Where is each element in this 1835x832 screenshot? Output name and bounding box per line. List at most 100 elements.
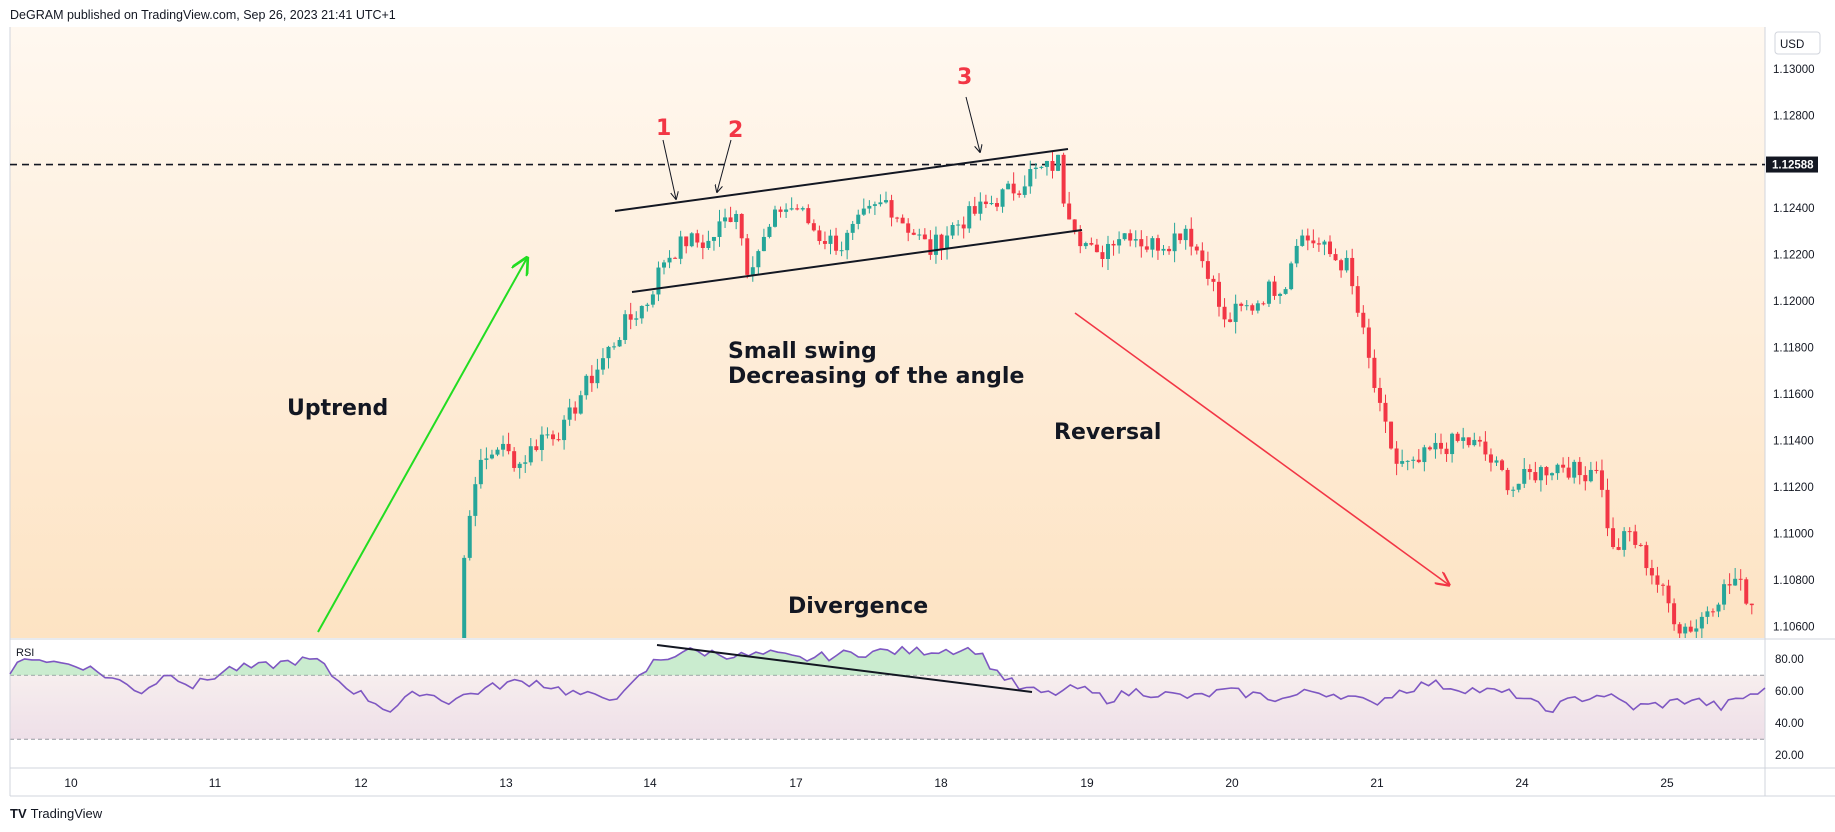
- candle-body: [1594, 469, 1599, 471]
- candle-body: [1300, 235, 1305, 246]
- candle-body: [1511, 489, 1516, 491]
- candle-body: [1266, 281, 1271, 304]
- candle-body: [1050, 160, 1055, 171]
- candle-body: [1644, 545, 1649, 569]
- channel-lower-trendline[interactable]: [631, 229, 1083, 293]
- currency-label: USD: [1780, 39, 1804, 51]
- candle-body: [1627, 531, 1632, 533]
- label-decreasing-angle: Decreasing of the angle: [728, 364, 1024, 389]
- candle-body: [1422, 447, 1427, 463]
- candle-body: [1694, 628, 1699, 632]
- candle-body: [1472, 439, 1477, 446]
- candle-body: [1611, 528, 1616, 548]
- candle-body: [1505, 469, 1510, 491]
- candle-body: [1638, 544, 1643, 546]
- label-uptrend: Uptrend: [287, 396, 388, 421]
- candle-body: [1533, 472, 1538, 481]
- pointer-arrow-1: [662, 139, 676, 199]
- candle-body: [1605, 489, 1610, 529]
- currency-box[interactable]: [1774, 31, 1821, 55]
- candle-body: [761, 236, 766, 252]
- rsi-divergence-trendline[interactable]: [656, 644, 1033, 693]
- pointer-arrow-3: [965, 96, 980, 152]
- candle-body: [489, 454, 494, 459]
- price-tick-label: 1.10800: [1773, 575, 1815, 587]
- candle-body: [1400, 461, 1405, 464]
- candle-body: [689, 233, 694, 247]
- candle-body: [473, 484, 478, 516]
- candle-body: [1111, 243, 1116, 246]
- candle-body: [723, 217, 728, 222]
- candle-body: [1222, 306, 1227, 320]
- candle-body: [1516, 483, 1521, 490]
- candle-body: [895, 217, 900, 219]
- rsi-tick-label: 80.00: [1775, 654, 1804, 666]
- price-tick-label: 1.11800: [1773, 343, 1814, 355]
- tradingview-logo-icon[interactable]: TV: [10, 806, 27, 821]
- time-axis-ticks: 10 11 12 13 14 17 18 19 20 21 24 25: [64, 776, 1674, 790]
- candle-body: [539, 434, 544, 451]
- candle-body: [1738, 578, 1743, 580]
- candle-body: [1661, 584, 1665, 586]
- candle-body: [1200, 250, 1205, 262]
- candle-body: [734, 213, 739, 223]
- time-tick-label: 10: [64, 776, 78, 790]
- candle-body: [656, 267, 661, 295]
- candle-body: [1677, 624, 1682, 634]
- candle-body: [1133, 239, 1138, 241]
- candle-body: [1228, 319, 1233, 322]
- price-tick-label: 1.11200: [1773, 482, 1814, 494]
- candle-body: [595, 369, 600, 384]
- candle-body: [1550, 473, 1554, 476]
- candle-body: [1705, 611, 1710, 617]
- time-tick-label: 17: [789, 776, 803, 790]
- candle-body: [1122, 233, 1127, 240]
- candle-body: [639, 305, 644, 319]
- candle-body: [1183, 228, 1188, 241]
- candle-body: [545, 434, 550, 436]
- candle-body: [961, 224, 966, 229]
- candle-body: [1244, 305, 1249, 307]
- candle-body: [811, 223, 816, 231]
- candle-body: [1389, 421, 1394, 449]
- candle-body: [1366, 327, 1371, 358]
- candle-body: [1017, 193, 1022, 195]
- footer-brand[interactable]: TradingView: [30, 806, 103, 821]
- candle-body: [1022, 186, 1027, 195]
- candle-body: [889, 200, 894, 218]
- candle-body: [662, 262, 666, 268]
- candle-body: [1083, 243, 1088, 247]
- candle-body: [1322, 241, 1327, 245]
- candle-body: [861, 208, 866, 215]
- channel-upper-trendline[interactable]: [614, 148, 1069, 212]
- label-reversal: Reversal: [1054, 420, 1161, 445]
- candle-body: [617, 339, 622, 347]
- candle-body: [1100, 252, 1105, 259]
- candle-body: [884, 200, 888, 203]
- candle-body: [1383, 402, 1388, 422]
- candle-body: [567, 407, 572, 420]
- candle-body: [556, 439, 561, 441]
- candle-body: [1150, 238, 1155, 250]
- candle-body: [1316, 243, 1321, 245]
- candle-body: [933, 234, 938, 255]
- rsi-overbought-fill: [10, 646, 1765, 676]
- candle-body: [983, 201, 988, 205]
- candle-body: [917, 234, 922, 236]
- candle-body: [1633, 531, 1638, 545]
- candle-body: [845, 232, 850, 251]
- time-tick-label: 24: [1515, 776, 1529, 790]
- candle-body: [1033, 167, 1038, 170]
- candle-body: [1372, 357, 1377, 388]
- candle-body: [1361, 312, 1366, 328]
- candle-body: [750, 267, 755, 275]
- candle-body: [551, 434, 555, 440]
- candle-body: [817, 230, 822, 242]
- rsi-tick-label: 40.00: [1775, 718, 1804, 730]
- candle-body: [867, 205, 872, 209]
- candle-body: [1405, 460, 1410, 462]
- candle-body: [600, 358, 605, 370]
- label-number-2: 2: [728, 118, 743, 143]
- candle-body: [1439, 442, 1443, 449]
